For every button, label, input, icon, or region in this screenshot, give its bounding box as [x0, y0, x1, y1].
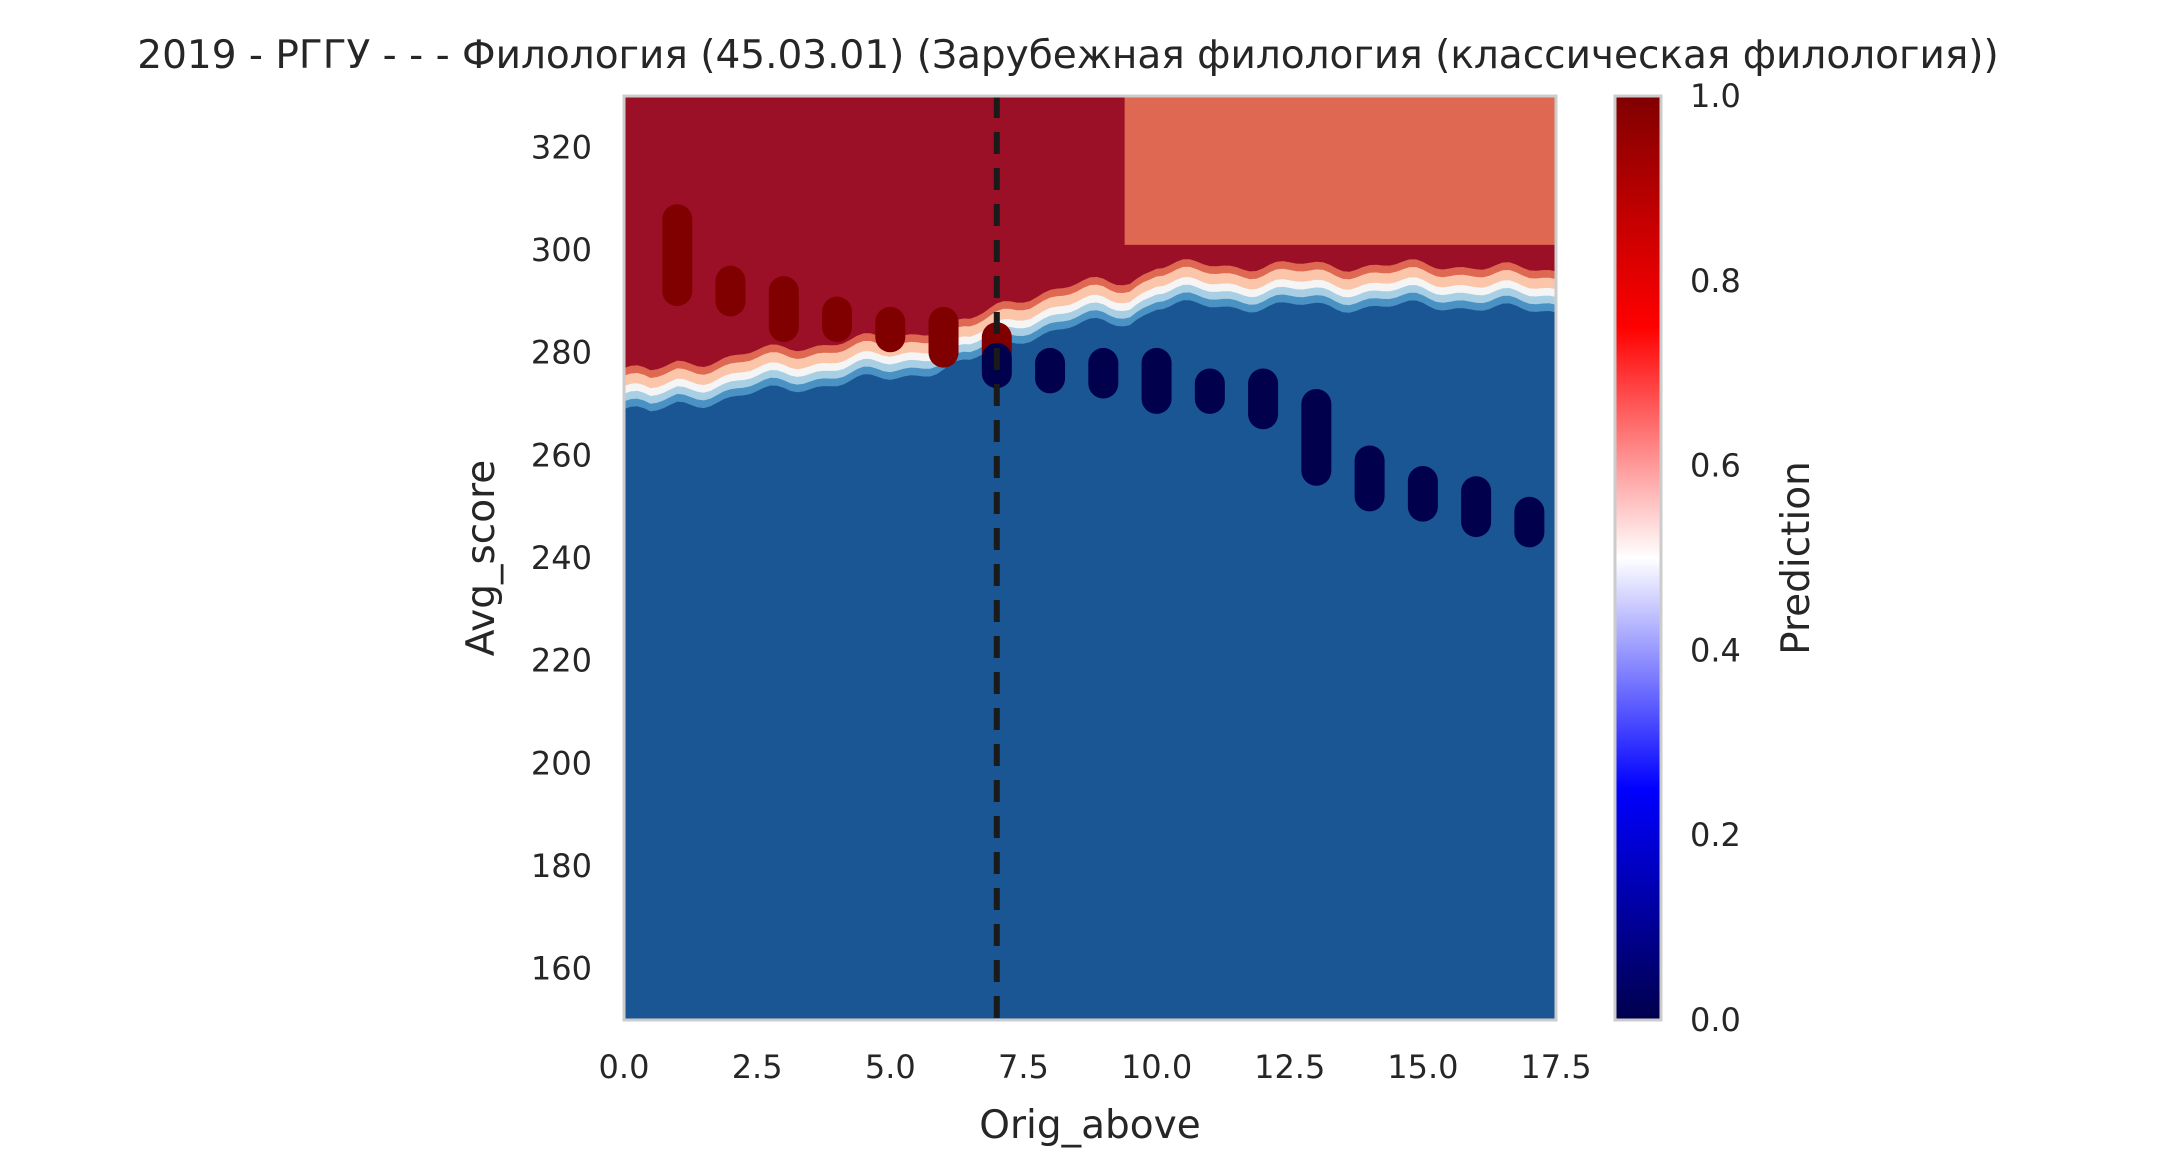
colorbar-tick-label: 1.0	[1690, 77, 1741, 115]
y-tick-label: 260	[531, 436, 592, 474]
x-tick-label: 12.5	[1254, 1048, 1325, 1086]
y-tick-label: 240	[531, 539, 592, 577]
prediction-contours	[624, 96, 1556, 1020]
y-tick-label: 160	[531, 950, 592, 988]
x-tick-label: 5.0	[865, 1048, 916, 1086]
x-axis-ticks: 0.0 2.5 5.0 7.5 10.0 12.5 15.0 17.5	[599, 1048, 1592, 1086]
y-tick-label: 180	[531, 847, 592, 885]
x-axis-label: Orig_above	[979, 1103, 1200, 1148]
x-tick-label: 7.5	[998, 1048, 1049, 1086]
colorbar-tick-label: 0.8	[1690, 262, 1741, 300]
chart-title: 2019 - РГГУ - - - Филология (45.03.01) (…	[137, 33, 1998, 78]
colorbar-tick-label: 0.2	[1690, 816, 1741, 854]
colorbar-label: Prediction	[1774, 461, 1819, 655]
y-tick-label: 200	[531, 744, 592, 782]
y-tick-label: 220	[531, 642, 592, 680]
x-tick-label: 0.0	[599, 1048, 650, 1086]
x-tick-label: 15.0	[1387, 1048, 1458, 1086]
plot-frame	[622, 94, 1558, 1022]
colorbar-ticks: 0.0 0.2 0.4 0.6 0.8 1.0	[1690, 77, 1741, 1039]
data-points	[662, 204, 1545, 548]
x-tick-label: 2.5	[732, 1048, 783, 1086]
y-axis-label: Avg_score	[459, 460, 504, 657]
x-tick-label: 17.5	[1520, 1048, 1591, 1086]
colorbar-tick-label: 0.0	[1690, 1001, 1741, 1039]
colorbar	[1615, 96, 1661, 1020]
y-tick-label: 320	[531, 128, 592, 166]
y-tick-label: 280	[531, 334, 592, 372]
plot-area	[624, 96, 1556, 1020]
contour-band-upper-right	[1124, 96, 1556, 245]
colorbar-frame	[1613, 94, 1663, 1022]
y-tick-label: 300	[531, 231, 592, 269]
x-tick-label: 10.0	[1121, 1048, 1192, 1086]
y-axis-ticks: 160 180 200 220 240 260 280 300 320	[531, 128, 592, 987]
colorbar-tick-label: 0.6	[1690, 447, 1741, 485]
colorbar-tick-label: 0.4	[1690, 631, 1741, 669]
